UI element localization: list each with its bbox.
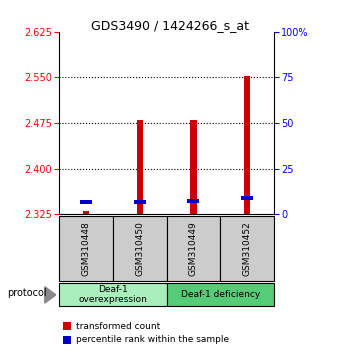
Text: percentile rank within the sample: percentile rank within the sample: [76, 335, 230, 344]
Bar: [244, 76, 250, 214]
Bar: [80, 200, 92, 204]
Bar: [187, 199, 199, 202]
Bar: [137, 120, 143, 214]
Text: GSM310448: GSM310448: [82, 221, 91, 276]
Bar: [190, 120, 197, 214]
Text: GSM310452: GSM310452: [242, 221, 251, 276]
Text: transformed count: transformed count: [76, 322, 161, 331]
Bar: [134, 200, 146, 204]
Text: protocol: protocol: [7, 288, 47, 298]
Bar: [241, 196, 253, 200]
Bar: [83, 211, 89, 214]
Polygon shape: [45, 287, 56, 303]
Text: Deaf-1
overexpression: Deaf-1 overexpression: [79, 285, 148, 304]
Text: GDS3490 / 1424266_s_at: GDS3490 / 1424266_s_at: [91, 19, 249, 33]
Text: GSM310449: GSM310449: [189, 221, 198, 276]
Text: Deaf-1 deficiency: Deaf-1 deficiency: [181, 290, 260, 299]
Text: GSM310450: GSM310450: [135, 221, 144, 276]
